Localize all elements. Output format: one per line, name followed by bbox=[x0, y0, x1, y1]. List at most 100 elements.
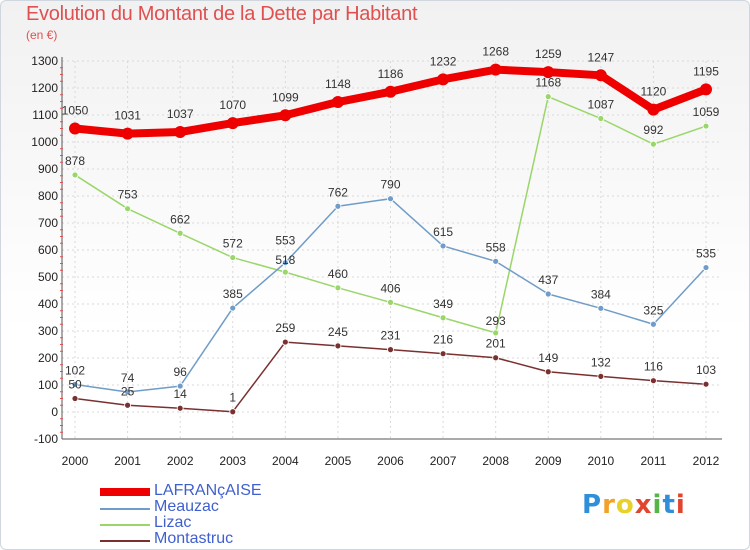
data-point-meauzac bbox=[492, 257, 500, 265]
data-point-lafran-aise bbox=[384, 85, 397, 98]
data-point-lafran-aise bbox=[647, 103, 660, 116]
y-tick-label: 1000 bbox=[31, 135, 58, 149]
data-point-lizac bbox=[702, 122, 710, 130]
legend-label-montastruc: Montastruc bbox=[154, 530, 234, 547]
data-point-montastruc bbox=[281, 338, 289, 346]
data-point-lafran-aise bbox=[174, 126, 187, 139]
data-label-meauzac: 558 bbox=[486, 240, 506, 254]
x-tick-label: 2004 bbox=[272, 454, 299, 468]
data-label-lafran-aise: 1148 bbox=[325, 77, 351, 91]
x-tick-label: 2003 bbox=[219, 454, 246, 468]
data-point-lizac bbox=[439, 314, 447, 322]
data-label-montastruc: 149 bbox=[538, 351, 558, 365]
data-point-lizac bbox=[544, 93, 552, 101]
data-label-lizac: 878 bbox=[65, 154, 85, 168]
y-tick-label: 100 bbox=[38, 378, 58, 392]
data-point-meauzac bbox=[281, 259, 289, 267]
data-point-meauzac bbox=[387, 195, 394, 203]
data-label-lafran-aise: 1120 bbox=[641, 85, 667, 99]
data-label-lafran-aise: 1195 bbox=[693, 64, 719, 78]
x-tick-label: 2012 bbox=[693, 454, 720, 468]
data-point-meauzac bbox=[650, 320, 657, 328]
y-tick-label: -100 bbox=[34, 432, 58, 446]
data-label-meauzac: 385 bbox=[223, 287, 243, 301]
legend-item-lizac: Lizac bbox=[100, 514, 320, 532]
data-point-montastruc bbox=[650, 377, 657, 385]
data-label-montastruc: 245 bbox=[328, 325, 348, 339]
y-tick-label: 800 bbox=[38, 189, 58, 203]
data-label-meauzac: 790 bbox=[380, 178, 400, 192]
chart-title: Evolution du Montant de la Dette par Hab… bbox=[26, 3, 418, 25]
data-point-meauzac bbox=[176, 382, 184, 390]
unit-label: (en €) bbox=[26, 28, 58, 42]
data-point-lizac bbox=[71, 171, 79, 179]
data-label-montastruc: 25 bbox=[121, 384, 135, 398]
data-label-lafran-aise: 1268 bbox=[482, 45, 509, 59]
data-point-lizac bbox=[334, 284, 342, 292]
x-tick-label: 2010 bbox=[587, 454, 614, 468]
data-point-lafran-aise bbox=[331, 96, 344, 109]
data-point-lafran-aise bbox=[279, 109, 292, 122]
legend-swatch-montastruc bbox=[100, 540, 150, 542]
data-label-lizac: 1059 bbox=[693, 105, 720, 119]
data-label-montastruc: 231 bbox=[380, 329, 400, 343]
data-label-meauzac: 102 bbox=[65, 363, 85, 377]
data-point-lafran-aise bbox=[489, 63, 502, 76]
data-label-meauzac: 762 bbox=[328, 185, 348, 199]
data-point-meauzac bbox=[71, 381, 79, 388]
x-tick-label: 2008 bbox=[482, 454, 509, 468]
data-label-meauzac: 74 bbox=[121, 371, 135, 385]
legend-item-meauzac: Meauzac bbox=[100, 498, 320, 516]
legend-item-lafrancaise: LAFRANçAISE bbox=[100, 482, 320, 500]
y-tick-label: 200 bbox=[38, 351, 58, 365]
legend: LAFRANçAISE Meauzac Lizac Montastruc bbox=[100, 482, 320, 548]
data-point-meauzac bbox=[702, 264, 710, 271]
x-tick-label: 2001 bbox=[114, 454, 141, 468]
data-point-lizac bbox=[124, 205, 131, 213]
x-tick-label: 2006 bbox=[377, 454, 404, 468]
data-point-lizac bbox=[176, 229, 184, 237]
data-label-lafran-aise: 1037 bbox=[167, 107, 194, 121]
data-label-montastruc: 132 bbox=[591, 355, 611, 369]
data-label-lafran-aise: 1186 bbox=[378, 67, 404, 81]
y-tick-label: 0 bbox=[51, 405, 58, 419]
data-point-lizac bbox=[597, 115, 605, 122]
data-label-meauzac: 615 bbox=[433, 225, 453, 239]
data-label-lafran-aise: 1050 bbox=[62, 104, 89, 118]
data-point-meauzac bbox=[334, 202, 342, 210]
data-point-meauzac bbox=[229, 304, 237, 312]
data-label-lafran-aise: 1070 bbox=[219, 98, 246, 112]
legend-label-lizac: Lizac bbox=[154, 514, 192, 531]
data-point-lafran-aise bbox=[226, 117, 239, 130]
legend-item-montastruc: Montastruc bbox=[100, 530, 320, 548]
data-label-lafran-aise: 1247 bbox=[587, 50, 614, 64]
legend-swatch-lizac bbox=[100, 524, 150, 526]
data-label-lizac: 293 bbox=[486, 314, 506, 328]
legend-swatch-lafrancaise bbox=[100, 488, 150, 496]
data-point-montastruc bbox=[702, 380, 710, 388]
legend-swatch-meauzac bbox=[100, 508, 150, 510]
data-label-lafran-aise: 1099 bbox=[272, 90, 299, 104]
legend-label-lafrancaise: LAFRANçAISE bbox=[154, 482, 262, 499]
data-label-lizac: 753 bbox=[118, 188, 138, 202]
data-label-lizac: 349 bbox=[433, 297, 453, 311]
data-label-meauzac: 553 bbox=[275, 234, 295, 248]
data-label-lizac: 518 bbox=[275, 253, 295, 267]
data-label-lizac: 406 bbox=[380, 281, 400, 295]
data-point-lafran-aise bbox=[69, 122, 81, 135]
data-point-lizac bbox=[650, 140, 657, 148]
x-tick-label: 2002 bbox=[167, 454, 194, 468]
data-point-montastruc bbox=[492, 354, 500, 362]
data-label-meauzac: 437 bbox=[538, 273, 558, 287]
data-point-montastruc bbox=[124, 401, 131, 409]
data-point-montastruc bbox=[334, 342, 342, 350]
data-point-meauzac bbox=[597, 304, 605, 312]
data-label-lizac: 460 bbox=[328, 267, 348, 281]
data-point-montastruc bbox=[71, 395, 79, 402]
proxiti-logo: Proxiti bbox=[582, 490, 686, 520]
data-label-montastruc: 216 bbox=[433, 333, 453, 347]
data-label-meauzac: 535 bbox=[696, 247, 716, 261]
data-label-lizac: 1168 bbox=[535, 76, 561, 90]
y-tick-label: 700 bbox=[38, 216, 58, 230]
data-label-lizac: 662 bbox=[170, 212, 190, 226]
